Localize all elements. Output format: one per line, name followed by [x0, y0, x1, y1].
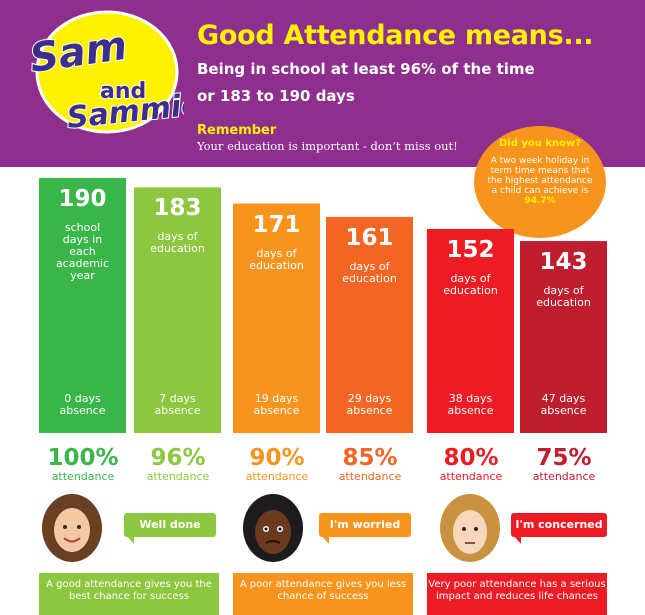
logo-word-and: and — [100, 79, 146, 104]
bubble-im-worried: I'm worried — [319, 513, 411, 537]
bubble-tail-im-concerned — [513, 535, 521, 544]
bar-value-label: 161 — [345, 224, 394, 251]
sam-and-sammie-logo: Sam and Sammie — [26, 10, 184, 136]
bar-caption-label: days of education — [150, 230, 205, 256]
bubble-well-done: Well done — [124, 513, 216, 537]
absence-word-label: absence — [59, 404, 106, 417]
bar-absence-label: 38 days absence — [427, 393, 514, 417]
bar-183 — [134, 187, 221, 433]
attendance-label: attendance — [338, 470, 402, 483]
page-title: Good Attendance means... — [197, 20, 594, 51]
bubble-im-concerned: I'm concerned — [511, 513, 607, 537]
bar-value-label: 171 — [252, 211, 301, 238]
header-banner: Sam and Sammie Good Attendance means... … — [0, 0, 645, 167]
bar-caption-label: days of education — [342, 259, 397, 285]
subtitle-line-1: Being in school at least 96% of the time — [197, 60, 535, 78]
bar-absence-label: 19 days absence — [233, 393, 320, 417]
bar-caption-label: days of education — [249, 246, 304, 272]
absence-word-label: absence — [346, 404, 393, 417]
absence-days-label: 19 days — [254, 392, 299, 405]
did-you-know-body: A two week holiday in term time means th… — [486, 156, 594, 206]
attendance-label: attendance — [532, 470, 596, 483]
chart-svg — [39, 178, 607, 433]
happy-face-illustration — [42, 494, 102, 562]
absence-days-label: 7 days — [159, 392, 196, 405]
bar-absence-label: 29 days absence — [326, 393, 413, 417]
attendance-percentage: 100% — [47, 445, 119, 471]
did-you-know-callout: Did you know? A two week holiday in term… — [474, 126, 606, 238]
subtitle-line-2: or 183 to 190 days — [197, 87, 355, 105]
bar-value-label: 183 — [153, 195, 202, 222]
did-you-know-text: A two week holiday in term time means th… — [487, 156, 593, 196]
absence-word-label: absence — [540, 404, 587, 417]
did-you-know-value: 94.7% — [524, 196, 556, 206]
message-poor-attendance: A poor attendance gives you less chance … — [233, 573, 413, 615]
attendance-percentage: 75% — [536, 445, 592, 471]
bar-caption-label: days of education — [443, 272, 498, 297]
absence-days-label: 29 days — [347, 392, 392, 405]
bar-absence-label: 0 days absence — [39, 393, 126, 417]
bar-161 — [326, 216, 413, 433]
attendance-bar-chart: 190 school days in each academic year 0 da… — [0, 167, 645, 437]
bar-caption-label: school days in each academic year — [55, 221, 110, 282]
attendance-label: attendance — [245, 470, 309, 483]
message-good-attendance: A good attendance gives you the best cha… — [39, 573, 219, 615]
attendance-label: attendance — [51, 470, 115, 483]
bar-143 — [520, 241, 607, 433]
bar-152 — [427, 229, 514, 433]
bar-value-label: 143 — [539, 249, 588, 276]
absence-word-label: absence — [253, 404, 300, 417]
bar-absence-label: 7 days absence — [134, 393, 221, 417]
bubble-tail-well-done — [126, 535, 134, 544]
bar-171 — [233, 203, 320, 433]
attendance-label: attendance — [439, 470, 503, 483]
attendance-label: attendance — [146, 470, 210, 483]
attendance-percentage: 80% — [443, 445, 499, 471]
attendance-percentage: 96% — [150, 445, 206, 471]
worried-face-illustration — [243, 494, 303, 562]
absence-days-label: 38 days — [448, 392, 493, 405]
bar-190 — [39, 178, 126, 433]
absence-days-label: 47 days — [541, 392, 586, 405]
concerned-face-illustration — [440, 494, 500, 562]
absence-word-label: absence — [447, 404, 494, 417]
absence-days-label: 0 days — [64, 392, 101, 405]
did-you-know-title: Did you know? — [498, 138, 582, 149]
bar-value-label: 152 — [446, 237, 495, 263]
attendance-percentage: 85% — [342, 445, 398, 471]
bar-absence-label: 47 days absence — [520, 393, 607, 417]
absence-word-label: absence — [154, 404, 201, 417]
remember-heading: Remember — [197, 123, 277, 138]
remember-text: Your education is important - don’t miss… — [197, 139, 458, 153]
attendance-percentage: 90% — [249, 445, 305, 471]
bar-caption-label: days of education — [536, 284, 591, 310]
message-very-poor-attendance: Very poor attendance has a serious impac… — [427, 573, 607, 615]
bar-value-label: 190 — [58, 186, 107, 212]
bubble-tail-im-worried — [321, 535, 329, 544]
